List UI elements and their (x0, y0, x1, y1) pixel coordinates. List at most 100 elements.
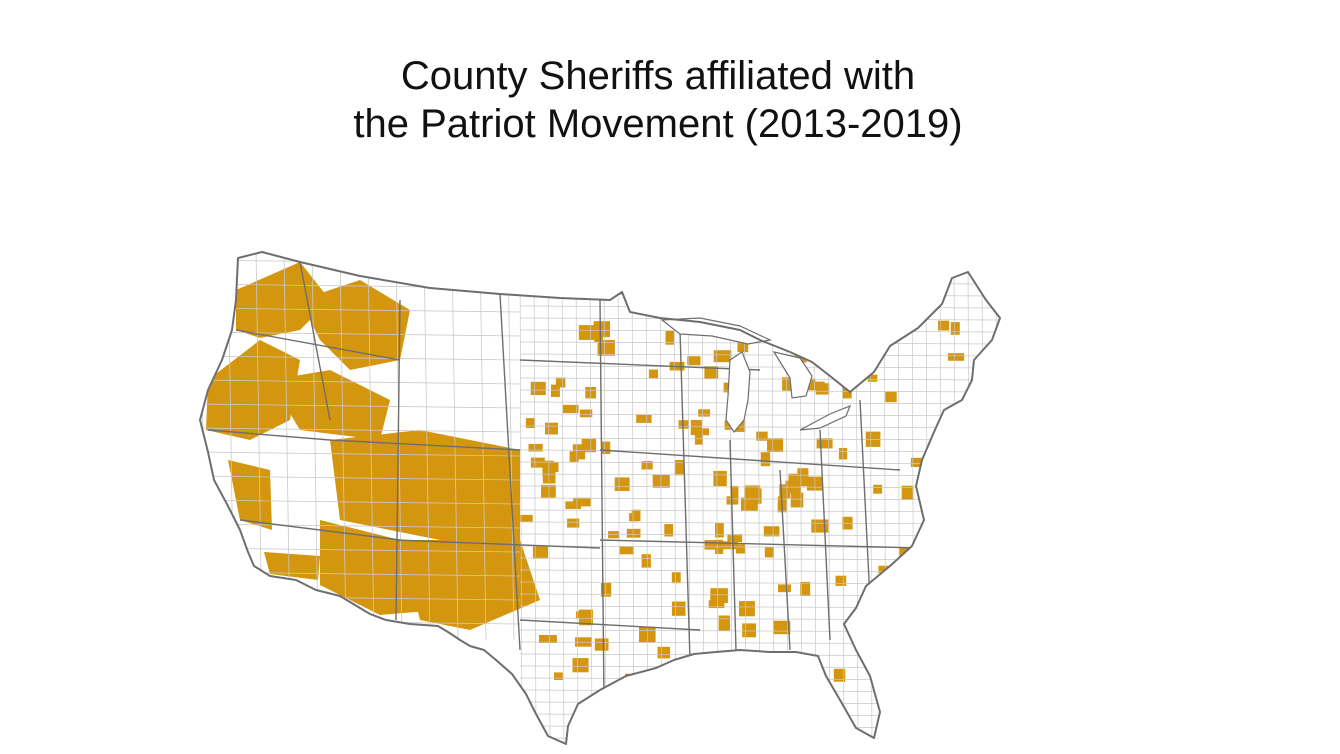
county-line (200, 355, 521, 361)
highlighted-county (938, 320, 950, 331)
county-line (200, 547, 521, 553)
highlighted-county (597, 340, 615, 356)
state-line (729, 439, 737, 651)
highlighted-county (940, 450, 953, 462)
highlighted-county (710, 588, 728, 604)
highlighted-county (911, 588, 924, 603)
highlighted-county (764, 546, 774, 558)
highlighted-county (913, 547, 923, 556)
county-line (200, 427, 521, 433)
highlighted-county (525, 418, 536, 428)
state-line (519, 619, 701, 631)
state-line (207, 429, 331, 441)
highlighted-county (859, 614, 875, 623)
highlighted-county (600, 583, 612, 597)
county-line (200, 499, 521, 505)
highlighted-county (735, 544, 745, 554)
highlighted-county (602, 441, 611, 454)
highlighted-county (910, 699, 922, 715)
highlighted-county (528, 443, 543, 452)
highlighted-county (520, 514, 533, 522)
highlighted-county (674, 460, 684, 476)
highlighted-county (614, 477, 630, 491)
highlighted-county (721, 706, 739, 718)
highlighted-county (744, 485, 761, 500)
state-line (599, 449, 901, 471)
highlighted-county (798, 478, 816, 487)
highlighted-county (541, 484, 556, 498)
highlighted-county (809, 669, 820, 678)
highlighted-county (695, 428, 709, 436)
state-line (519, 359, 761, 371)
highlighted-county (927, 664, 944, 677)
state-line (779, 469, 791, 651)
highlighted-county (572, 658, 589, 673)
county-line (479, 252, 487, 641)
highlighted-county (687, 356, 701, 366)
county-line (995, 259, 999, 744)
county-line (589, 259, 593, 744)
highlighted-county (619, 546, 634, 555)
state-line (395, 539, 601, 549)
highlighted-county (713, 470, 727, 487)
highlighted-county (833, 668, 846, 682)
highlighted-county (678, 420, 689, 429)
highlighted-county (641, 554, 651, 568)
highlighted-county (727, 534, 743, 543)
state-line (239, 519, 401, 541)
lake-michigan (725, 351, 751, 434)
highlighted-county (664, 524, 674, 537)
highlighted-county (873, 484, 883, 494)
county-line (311, 252, 319, 641)
highlighted-county (649, 719, 658, 727)
highlighted-county (690, 419, 702, 436)
highlighted-county (620, 697, 632, 709)
highlighted-county (704, 540, 720, 550)
highlighted-county (797, 468, 809, 484)
highlighted-county (530, 457, 545, 468)
county-line (200, 307, 521, 313)
highlighted-county (626, 528, 641, 538)
highlighted-county (637, 702, 646, 713)
state-line (235, 329, 401, 361)
highlighted-county (708, 600, 725, 609)
county-line (200, 523, 521, 529)
highlighted-county (730, 485, 739, 500)
highlighted-county (942, 525, 951, 537)
county-line (200, 252, 207, 641)
highlight-region-7 (400, 540, 540, 630)
county-line (519, 425, 1000, 429)
highlighted-county (756, 431, 768, 441)
highlighted-county (946, 677, 957, 686)
highlighted-county (521, 711, 536, 721)
state-line (599, 299, 605, 701)
county-line (200, 403, 521, 409)
lake-superior (660, 317, 772, 345)
map-title-line-2: the Patriot Movement (2013-2019) (353, 102, 963, 146)
highlighted-county (709, 688, 719, 697)
highlighted-county (759, 716, 775, 731)
highlighted-county (901, 485, 914, 500)
highlighted-county (567, 518, 580, 528)
county-line (283, 252, 291, 641)
highlighted-county (742, 623, 756, 638)
highlighted-counties (206, 262, 965, 731)
county-line (367, 252, 375, 641)
highlighted-county (811, 519, 829, 533)
highlighted-county (887, 618, 903, 632)
highlighted-county (694, 669, 710, 684)
highlighted-county (545, 422, 558, 435)
highlighted-county (889, 701, 902, 714)
highlighted-county (760, 452, 771, 467)
highlighted-county (741, 497, 758, 512)
highlighted-county (870, 597, 880, 611)
county-line (520, 750, 1002, 752)
county-line (507, 252, 515, 641)
highlighted-county (579, 609, 593, 626)
highlighted-county (867, 374, 878, 382)
highlighted-county (641, 692, 656, 708)
county-line (200, 379, 521, 385)
county-line (395, 252, 403, 641)
highlighted-county (715, 522, 724, 538)
highlighted-county (565, 501, 581, 509)
